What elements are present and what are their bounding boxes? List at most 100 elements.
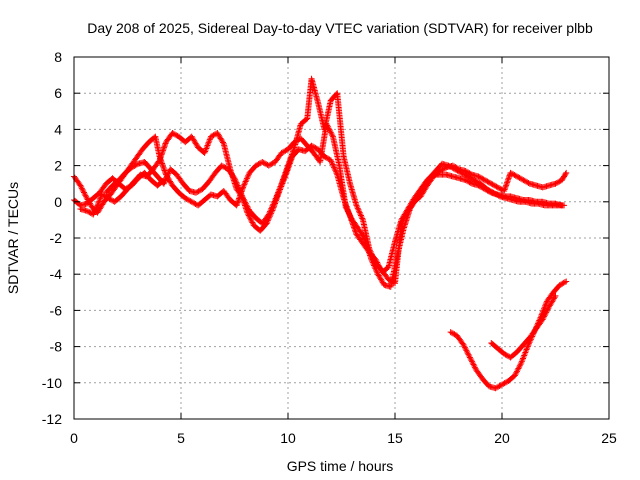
data-point-marker: [265, 162, 272, 169]
data-point-marker: [244, 209, 251, 216]
data-point-marker: [331, 165, 338, 172]
data-point-marker: [219, 163, 226, 170]
data-point-marker: [487, 189, 494, 196]
data-point-marker: [92, 207, 99, 214]
data-point-marker: [101, 193, 108, 200]
data-point-marker: [242, 178, 249, 185]
data-point-marker: [521, 351, 528, 358]
data-point-marker: [329, 132, 336, 139]
data-point-marker: [356, 209, 363, 216]
data-point-marker: [385, 276, 392, 283]
data-point-marker: [79, 186, 86, 193]
y-tick-label: 0: [54, 194, 62, 210]
data-point-marker: [265, 216, 272, 223]
data-point-marker: [462, 168, 469, 175]
data-point-marker: [311, 144, 318, 151]
data-point-marker: [375, 262, 382, 269]
data-point-marker: [312, 144, 319, 151]
data-point-marker: [80, 188, 87, 195]
data-point-marker: [194, 189, 201, 196]
data-point-marker: [502, 351, 509, 358]
data-point-marker: [267, 211, 274, 218]
data-point-marker: [556, 282, 563, 289]
y-tick-label: -4: [50, 266, 63, 282]
data-point-marker: [357, 212, 364, 219]
data-point-marker: [95, 199, 102, 206]
data-point-marker: [503, 352, 510, 359]
data-point-marker: [245, 211, 252, 218]
y-tick-label: -8: [50, 339, 63, 355]
data-point-marker: [241, 179, 248, 186]
data-point-marker: [372, 256, 379, 263]
data-point-marker: [481, 177, 488, 184]
data-point-marker: [247, 216, 254, 223]
data-point-marker: [267, 161, 274, 168]
data-point-marker: [470, 361, 477, 368]
data-point-marker: [332, 167, 339, 174]
data-point-marker: [282, 173, 289, 180]
data-point-marker: [277, 184, 284, 191]
data-point-marker: [280, 177, 287, 184]
data-point-marker: [204, 142, 211, 149]
data-point-marker: [252, 162, 259, 169]
data-point-marker: [236, 186, 243, 193]
data-point-marker: [521, 177, 528, 184]
data-point-marker: [187, 198, 194, 205]
data-point-marker: [466, 353, 473, 360]
data-point-marker: [327, 128, 334, 135]
y-tick-label: -12: [42, 411, 62, 427]
data-point-marker: [332, 168, 339, 175]
y-tick-label: -6: [50, 302, 63, 318]
data-point-marker: [279, 179, 286, 186]
data-point-marker: [233, 179, 240, 186]
data-point-marker: [183, 195, 190, 202]
data-point-marker: [512, 172, 519, 179]
data-point-marker: [100, 192, 107, 199]
x-tick-layer: 0 5 10 15 20 25: [70, 57, 617, 446]
y-tick-label: 8: [54, 49, 62, 65]
data-point-marker: [90, 210, 97, 217]
y-tick-label: 6: [54, 85, 62, 101]
data-point-marker: [268, 161, 275, 168]
data-point-marker: [192, 189, 199, 196]
data-point-marker: [562, 171, 569, 178]
data-point-marker: [95, 201, 102, 208]
x-tick-label: 25: [601, 430, 617, 446]
data-point-marker: [331, 164, 338, 171]
data-point-marker: [440, 165, 447, 172]
data-point-marker: [354, 205, 361, 212]
data-point-marker: [269, 160, 276, 167]
data-point-marker: [86, 209, 93, 216]
data-point-marker: [522, 348, 529, 355]
data-point-marker: [559, 280, 566, 287]
data-point-marker: [196, 187, 203, 194]
data-point-marker: [202, 146, 209, 153]
data-point-marker: [516, 174, 523, 181]
data-point-marker: [278, 183, 285, 190]
data-point-marker: [451, 163, 458, 170]
data-point-marker: [483, 186, 490, 193]
data-point-marker: [520, 355, 527, 362]
data-point-marker: [241, 181, 248, 188]
data-point-marker: [232, 176, 239, 183]
data-point-marker: [374, 260, 381, 267]
data-point-marker: [78, 183, 85, 190]
data-point-marker: [191, 200, 198, 207]
data-point-marker: [519, 176, 526, 183]
data-point-marker: [524, 179, 531, 186]
data-point-marker: [552, 292, 559, 299]
data-point-marker: [133, 161, 140, 168]
data-point-marker: [501, 350, 508, 357]
data-point-marker: [511, 372, 518, 379]
data-point-marker: [493, 183, 500, 190]
data-point-marker: [493, 384, 500, 391]
data-point-marker: [254, 161, 261, 168]
y-tick-layer: -12 -10 -8 -6 -4 -2 0 2 4 6 8: [42, 49, 609, 427]
data-point-marker: [355, 206, 362, 213]
data-point-marker: [471, 362, 478, 369]
data-point-marker: [234, 181, 241, 188]
data-point-marker: [329, 160, 336, 167]
data-point-marker: [463, 177, 470, 184]
data-point-marker: [92, 206, 99, 213]
